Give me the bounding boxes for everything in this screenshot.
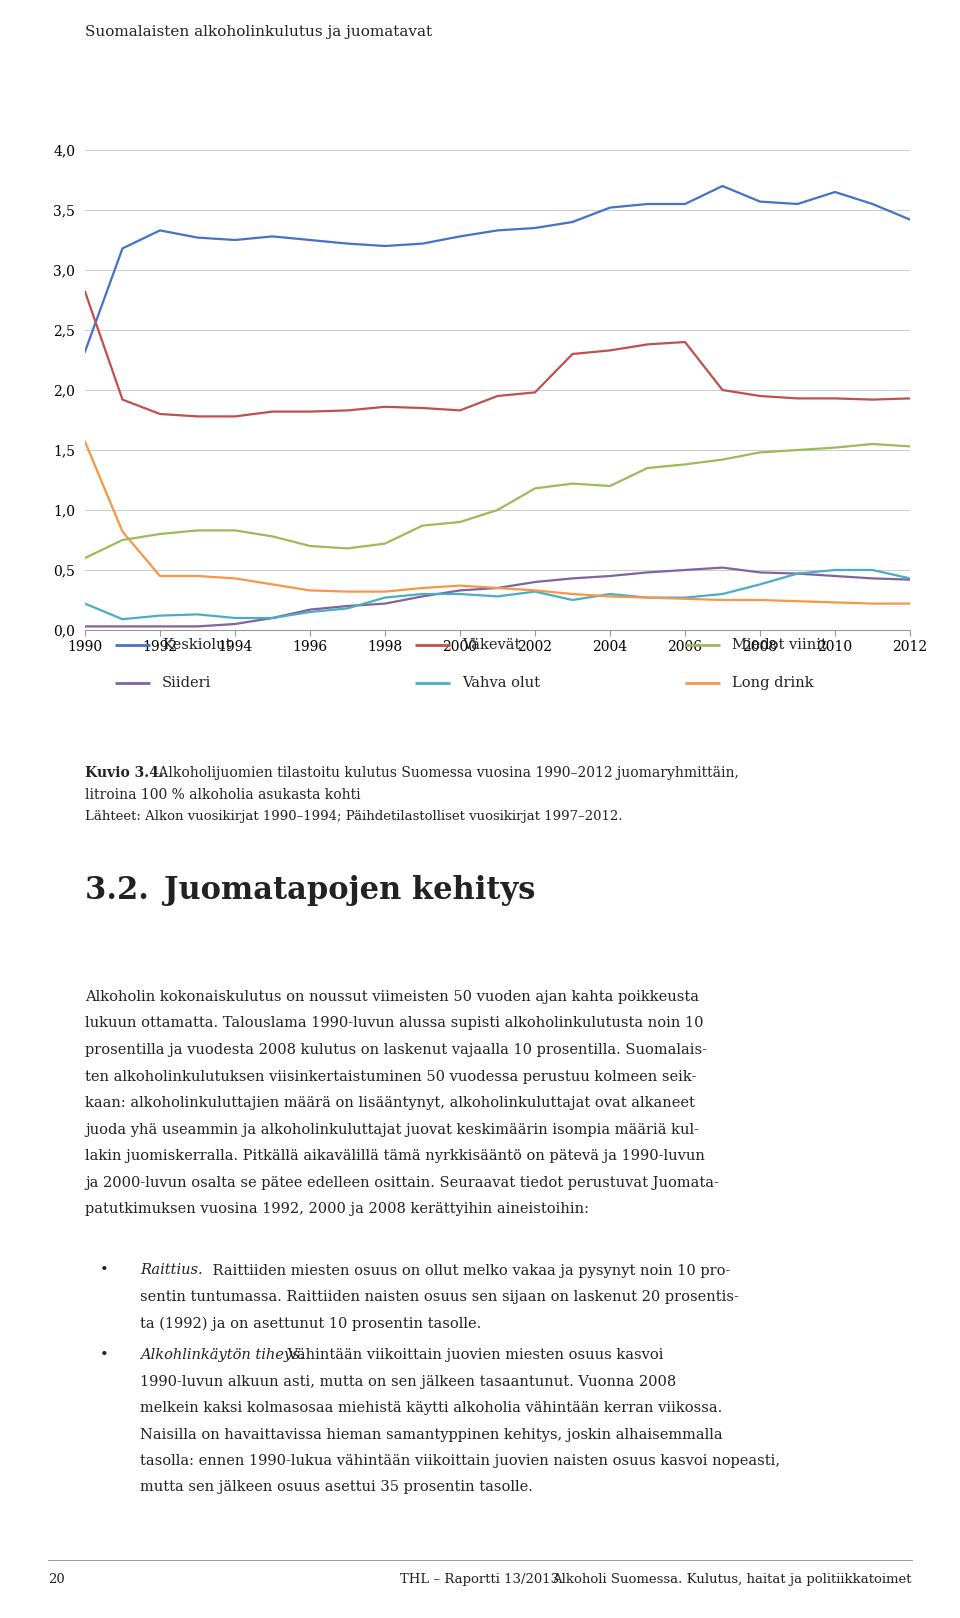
Text: Alkohlinkäytön tiheys.: Alkohlinkäytön tiheys. bbox=[140, 1348, 304, 1362]
Text: sentin tuntumassa. Raittiiden naisten osuus sen sijaan on laskenut 20 prosentis-: sentin tuntumassa. Raittiiden naisten os… bbox=[140, 1290, 739, 1304]
Text: Alkoholijuomien tilastoitu kulutus Suomessa vuosina 1990–2012 juomaryhmittäin,: Alkoholijuomien tilastoitu kulutus Suome… bbox=[155, 765, 739, 780]
Text: Alkoholi Suomessa. Kulutus, haitat ja politiikkatoimet: Alkoholi Suomessa. Kulutus, haitat ja po… bbox=[553, 1573, 912, 1586]
Text: Suomalaisten alkoholinkulutus ja juomatavat: Suomalaisten alkoholinkulutus ja juomata… bbox=[85, 24, 432, 39]
Text: Keskiolut: Keskiolut bbox=[162, 637, 231, 652]
Text: Vähintään viikoittain juovien miesten osuus kasvoi: Vähintään viikoittain juovien miesten os… bbox=[283, 1348, 663, 1362]
Text: Raittiiden miesten osuus on ollut melko vakaa ja pysynyt noin 10 pro-: Raittiiden miesten osuus on ollut melko … bbox=[208, 1264, 731, 1278]
Text: ja 2000-luvun osalta se pätee edelleen osittain. Seuraavat tiedot perustuvat Juo: ja 2000-luvun osalta se pätee edelleen o… bbox=[85, 1176, 719, 1189]
Text: Naisilla on havaittavissa hieman samantyppinen kehitys, joskin alhaisemmalla: Naisilla on havaittavissa hieman samanty… bbox=[140, 1427, 723, 1442]
Text: Kuvio 3.4.: Kuvio 3.4. bbox=[85, 765, 164, 780]
Text: Long drink: Long drink bbox=[732, 676, 814, 689]
Text: lukuun ottamatta. Talouslama 1990-luvun alussa supisti alkoholinkulutusta noin 1: lukuun ottamatta. Talouslama 1990-luvun … bbox=[85, 1016, 704, 1031]
Text: THL – Raportti 13/2013: THL – Raportti 13/2013 bbox=[400, 1573, 560, 1586]
Text: 1990-luvun alkuun asti, mutta on sen jälkeen tasaantunut. Vuonna 2008: 1990-luvun alkuun asti, mutta on sen jäl… bbox=[140, 1375, 676, 1388]
Text: lakin juomiskerralla. Pitkällä aikavälillä tämä nyrkkisääntö on pätevä ja 1990-l: lakin juomiskerralla. Pitkällä aikavälil… bbox=[85, 1149, 705, 1163]
Text: melkein kaksi kolmasosaa miehistä käytti alkoholia vähintään kerran viikossa.: melkein kaksi kolmasosaa miehistä käytti… bbox=[140, 1401, 722, 1416]
Text: mutta sen jälkeen osuus asettui 35 prosentin tasolle.: mutta sen jälkeen osuus asettui 35 prose… bbox=[140, 1480, 533, 1495]
Text: juoda yhä useammin ja alkoholinkuluttajat juovat keskimäärin isompia määriä kul-: juoda yhä useammin ja alkoholinkuluttaja… bbox=[85, 1123, 699, 1136]
Text: litroina 100 % alkoholia asukasta kohti: litroina 100 % alkoholia asukasta kohti bbox=[85, 788, 361, 803]
Text: prosentilla ja vuodesta 2008 kulutus on laskenut vajaalla 10 prosentilla. Suomal: prosentilla ja vuodesta 2008 kulutus on … bbox=[85, 1044, 707, 1057]
Text: patutkimuksen vuosina 1992, 2000 ja 2008 kerättyihin aineistoihin:: patutkimuksen vuosina 1992, 2000 ja 2008… bbox=[85, 1202, 589, 1217]
Text: Vahva olut: Vahva olut bbox=[462, 676, 540, 689]
Text: Siideri: Siideri bbox=[162, 676, 211, 689]
Text: ta (1992) ja on asettunut 10 prosentin tasolle.: ta (1992) ja on asettunut 10 prosentin t… bbox=[140, 1317, 481, 1332]
Text: Lähteet: Alkon vuosikirjat 1990–1994; Päihdetilastolliset vuosikirjat 1997–2012.: Lähteet: Alkon vuosikirjat 1990–1994; Pä… bbox=[85, 811, 622, 824]
Text: •: • bbox=[100, 1348, 108, 1362]
Text: Väkevät: Väkevät bbox=[462, 637, 520, 652]
Text: Raittius.: Raittius. bbox=[140, 1264, 203, 1278]
Text: kaan: alkoholinkuluttajien määrä on lisääntynyt, alkoholinkuluttajat ovat alkane: kaan: alkoholinkuluttajien määrä on lisä… bbox=[85, 1095, 695, 1110]
Text: •: • bbox=[100, 1264, 108, 1278]
Text: 3.2. Juomatapojen kehitys: 3.2. Juomatapojen kehitys bbox=[85, 875, 536, 906]
Text: 20: 20 bbox=[48, 1573, 64, 1586]
Text: Miedot viinit: Miedot viinit bbox=[732, 637, 827, 652]
Text: tasolla: ennen 1990-lukua vähintään viikoittain juovien naisten osuus kasvoi nop: tasolla: ennen 1990-lukua vähintään viik… bbox=[140, 1455, 780, 1468]
Text: ten alkoholinkulutuksen viisinkertaistuminen 50 vuodessa perustuu kolmeen seik-: ten alkoholinkulutuksen viisinkertaistum… bbox=[85, 1069, 696, 1084]
Text: Alkoholin kokonaiskulutus on noussut viimeisten 50 vuoden ajan kahta poikkeusta: Alkoholin kokonaiskulutus on noussut vii… bbox=[85, 990, 699, 1005]
